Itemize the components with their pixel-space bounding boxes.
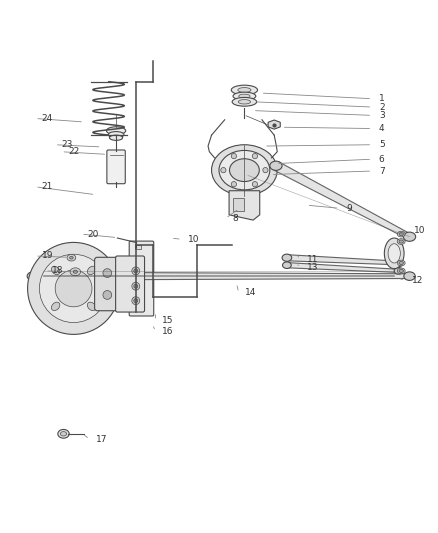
Text: 5: 5 <box>379 140 385 149</box>
Text: 4: 4 <box>379 124 385 133</box>
Circle shape <box>103 269 112 278</box>
Ellipse shape <box>73 270 78 273</box>
Ellipse shape <box>233 92 256 100</box>
Text: 21: 21 <box>42 182 53 191</box>
Text: 13: 13 <box>307 263 318 272</box>
Text: 22: 22 <box>68 147 79 156</box>
Text: 18: 18 <box>52 266 63 276</box>
Circle shape <box>134 298 138 303</box>
Circle shape <box>252 182 258 187</box>
Circle shape <box>231 154 237 159</box>
Ellipse shape <box>394 268 403 274</box>
Text: 3: 3 <box>379 111 385 120</box>
Text: 1: 1 <box>379 94 385 103</box>
Circle shape <box>252 154 258 159</box>
Text: 2: 2 <box>379 102 385 111</box>
Ellipse shape <box>399 262 403 264</box>
Polygon shape <box>287 255 399 265</box>
Circle shape <box>28 243 120 334</box>
Circle shape <box>263 167 268 173</box>
Ellipse shape <box>404 272 415 280</box>
Ellipse shape <box>384 238 404 269</box>
Ellipse shape <box>397 260 405 266</box>
Ellipse shape <box>403 232 416 241</box>
Circle shape <box>134 269 138 273</box>
Text: 10: 10 <box>188 235 200 244</box>
Ellipse shape <box>399 240 403 243</box>
Text: 14: 14 <box>245 288 257 297</box>
Text: 16: 16 <box>162 327 173 336</box>
Text: 6: 6 <box>379 155 385 164</box>
Ellipse shape <box>108 132 124 138</box>
Polygon shape <box>33 272 410 280</box>
Ellipse shape <box>232 98 257 106</box>
Ellipse shape <box>238 100 251 104</box>
Polygon shape <box>229 191 260 220</box>
Polygon shape <box>268 120 280 129</box>
Ellipse shape <box>397 231 405 237</box>
Polygon shape <box>287 263 399 272</box>
Ellipse shape <box>70 256 73 259</box>
Text: 9: 9 <box>346 204 352 213</box>
Text: 15: 15 <box>162 316 173 325</box>
Ellipse shape <box>231 85 258 95</box>
Text: 19: 19 <box>42 252 53 261</box>
Polygon shape <box>274 161 411 239</box>
Circle shape <box>55 270 92 307</box>
Circle shape <box>132 297 140 304</box>
Ellipse shape <box>212 145 277 196</box>
Ellipse shape <box>399 269 403 272</box>
Ellipse shape <box>51 302 60 311</box>
Ellipse shape <box>397 268 405 274</box>
FancyBboxPatch shape <box>107 150 125 184</box>
FancyBboxPatch shape <box>233 198 244 211</box>
FancyBboxPatch shape <box>129 241 154 316</box>
Ellipse shape <box>388 244 400 263</box>
Ellipse shape <box>58 430 69 438</box>
FancyBboxPatch shape <box>135 245 141 249</box>
FancyBboxPatch shape <box>116 256 145 312</box>
Ellipse shape <box>399 232 403 236</box>
Ellipse shape <box>282 254 292 261</box>
Ellipse shape <box>110 135 123 140</box>
Text: 17: 17 <box>96 434 108 443</box>
FancyBboxPatch shape <box>95 257 121 311</box>
Text: 12: 12 <box>412 276 423 285</box>
Text: 11: 11 <box>307 255 318 264</box>
Ellipse shape <box>27 272 39 280</box>
Text: 8: 8 <box>232 214 238 223</box>
Circle shape <box>231 182 237 187</box>
Circle shape <box>132 282 140 290</box>
Ellipse shape <box>397 239 405 245</box>
Ellipse shape <box>238 87 251 92</box>
Ellipse shape <box>87 302 96 311</box>
Ellipse shape <box>230 159 259 182</box>
Ellipse shape <box>219 150 270 190</box>
Circle shape <box>134 284 138 288</box>
Circle shape <box>103 290 112 300</box>
Ellipse shape <box>283 262 291 269</box>
Circle shape <box>221 167 226 173</box>
Ellipse shape <box>106 127 126 135</box>
Ellipse shape <box>87 266 96 274</box>
Text: 24: 24 <box>42 114 53 123</box>
Ellipse shape <box>60 432 67 436</box>
Text: 10: 10 <box>414 225 425 235</box>
Ellipse shape <box>239 94 250 98</box>
Text: 7: 7 <box>379 166 385 175</box>
Circle shape <box>39 254 108 322</box>
Ellipse shape <box>67 254 76 261</box>
Text: 20: 20 <box>88 230 99 239</box>
Ellipse shape <box>51 266 60 274</box>
Ellipse shape <box>270 161 282 171</box>
Ellipse shape <box>70 268 81 276</box>
Ellipse shape <box>394 260 403 266</box>
Text: 23: 23 <box>61 140 73 149</box>
Circle shape <box>132 267 140 275</box>
